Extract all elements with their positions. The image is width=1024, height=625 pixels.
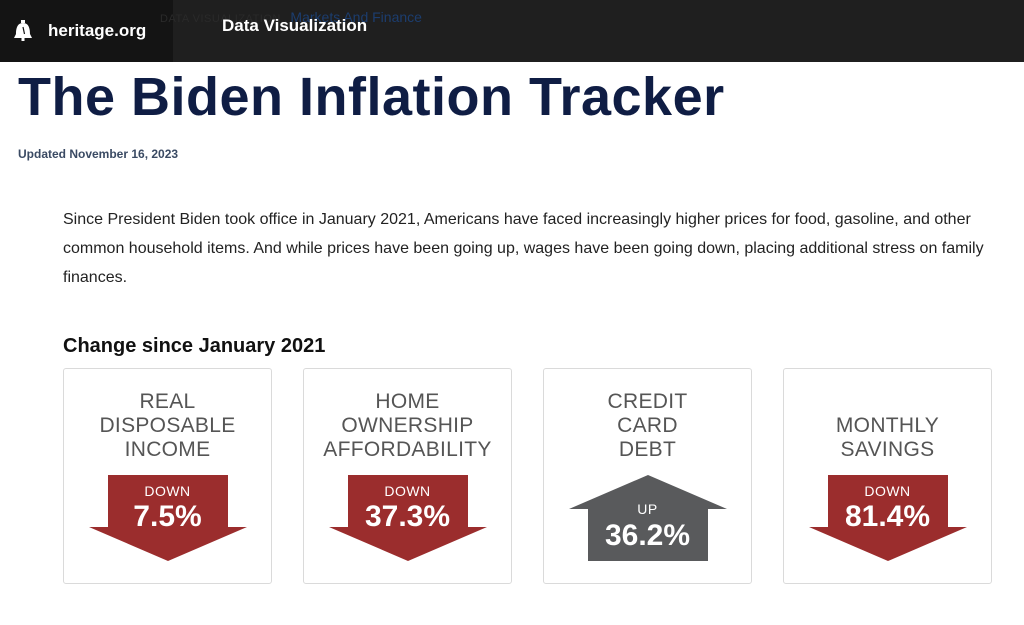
metric-label-line: AFFORDABILITY: [323, 438, 492, 461]
nav-section-title[interactable]: Data Visualization: [222, 16, 368, 35]
site-home-link[interactable]: heritage.org: [0, 0, 173, 62]
page-title: The Biden Inflation Tracker: [18, 67, 725, 127]
metric-value: 37.3%: [364, 500, 451, 533]
breadcrumb-link-markets[interactable]: Markets And Finance: [290, 9, 422, 25]
breadcrumb: DATA VISUALIZATION, Markets And Finance: [160, 9, 422, 25]
site-name: heritage.org: [48, 21, 147, 40]
down-arrow-shape: [89, 475, 247, 561]
metric-value: 7.5%: [133, 500, 202, 533]
metric-label-line: OWNERSHIP: [341, 414, 474, 437]
metric-label-line: CREDIT: [607, 390, 688, 413]
metric-card-credit-card-debt: CREDIT CARD DEBT UP 36.2%: [543, 368, 752, 584]
metric-card-home-ownership-affordability: HOME OWNERSHIP AFFORDABILITY DOWN 37.3%: [303, 368, 512, 584]
down-arrow-shape: [809, 475, 967, 561]
metric-direction: UP: [637, 501, 658, 517]
up-arrow-icon: [569, 475, 727, 561]
section-title: Change since January 2021: [63, 335, 326, 357]
metric-label-line: SAVINGS: [840, 438, 935, 461]
metric-label-line: HOME: [375, 390, 440, 413]
metric-label-line: CARD: [617, 414, 678, 437]
metric-direction: DOWN: [144, 483, 191, 499]
metric-value: 36.2%: [604, 519, 691, 552]
metric-card-real-disposable-income: REAL DISPOSABLE INCOME DOWN 7.5%: [63, 368, 272, 584]
intro-paragraph: Since President Biden took office in Jan…: [63, 211, 984, 286]
top-nav-bar: heritage.org DATA VISUALIZATION, Markets …: [0, 0, 1024, 62]
down-arrow-icon: [809, 475, 967, 561]
down-arrow-icon: [329, 475, 487, 561]
metric-label: REAL DISPOSABLE INCOME: [64, 390, 271, 462]
metric-label: MONTHLY SAVINGS: [784, 414, 991, 462]
metric-label-line: REAL: [139, 390, 196, 413]
metric-label-line: DISPOSABLE: [99, 414, 236, 437]
breadcrumb-separator: ,: [283, 13, 288, 25]
down-arrow-icon: [89, 475, 247, 561]
liberty-bell-icon: [14, 20, 32, 41]
metric-card-monthly-savings: MONTHLY SAVINGS DOWN 81.4%: [783, 368, 992, 584]
metric-direction: DOWN: [384, 483, 431, 499]
metric-label: CREDIT CARD DEBT: [544, 390, 751, 462]
up-arrow-shape: [569, 475, 727, 561]
metric-label-line: INCOME: [124, 438, 211, 461]
metric-direction: DOWN: [864, 483, 911, 499]
metric-label-line: DEBT: [618, 438, 677, 461]
metric-value: 81.4%: [844, 500, 931, 533]
down-arrow-shape: [329, 475, 487, 561]
updated-date: Updated November 16, 2023: [18, 147, 179, 161]
metric-label-line: MONTHLY: [835, 414, 940, 437]
metric-label: HOME OWNERSHIP AFFORDABILITY: [304, 390, 511, 462]
breadcrumb-category[interactable]: DATA VISUALIZATION: [160, 13, 281, 25]
